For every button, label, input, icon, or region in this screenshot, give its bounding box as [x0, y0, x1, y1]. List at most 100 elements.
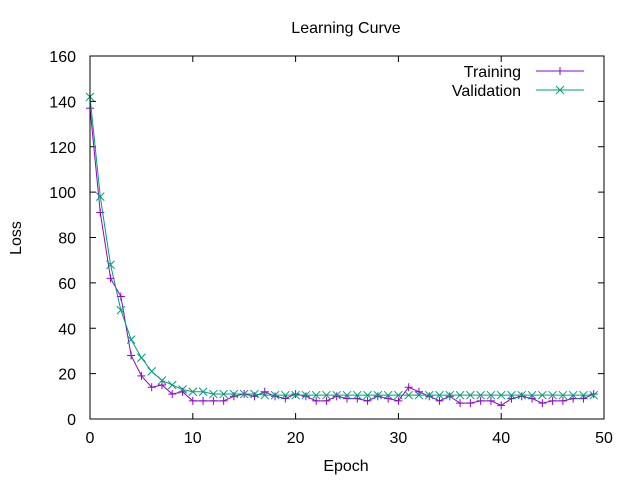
data-point [260, 390, 270, 400]
data-point [404, 390, 414, 400]
data-point [157, 376, 167, 385]
data-point [456, 399, 465, 408]
series-layer [85, 92, 599, 410]
y-tick-label: 40 [58, 321, 76, 338]
data-point [425, 392, 434, 401]
data-point [291, 390, 300, 400]
data-point [291, 390, 300, 399]
data-point [558, 396, 567, 405]
data-point [281, 394, 290, 403]
data-point [384, 394, 393, 403]
data-point [548, 390, 557, 400]
data-point [311, 390, 321, 400]
data-point [95, 192, 105, 202]
data-point [301, 390, 311, 400]
data-point [435, 390, 444, 400]
data-point [445, 392, 454, 401]
data-point [147, 383, 156, 392]
x-axis-label: Epoch [323, 458, 368, 475]
data-point [312, 396, 321, 405]
data-point [127, 351, 136, 360]
data-point [528, 394, 537, 403]
data-point [589, 390, 598, 399]
y-tick-label: 20 [58, 367, 76, 384]
data-point [538, 399, 547, 408]
legend-entry-validation: Validation [452, 83, 584, 100]
data-point [322, 390, 331, 400]
y-tick-label: 160 [49, 49, 76, 66]
y-tick-label: 80 [58, 231, 76, 248]
data-point [137, 353, 146, 363]
data-point [435, 396, 444, 405]
series-line [89, 96, 594, 396]
y-tick-label: 60 [58, 276, 76, 293]
data-point [517, 390, 527, 400]
data-point [250, 389, 259, 399]
y-tick-label: 0 [67, 412, 76, 429]
y-axis-label: Loss [8, 221, 25, 255]
data-point [198, 387, 208, 397]
y-tick-label: 120 [49, 140, 76, 157]
plot-area-frame [89, 55, 605, 420]
data-point [373, 390, 383, 400]
legend: Training Validation [452, 64, 584, 100]
data-point [301, 392, 310, 401]
data-point [414, 387, 423, 396]
series-validation [85, 92, 599, 400]
data-point [466, 399, 475, 408]
data-point [589, 390, 599, 400]
data-point [373, 392, 382, 401]
series-line [89, 108, 594, 406]
data-point [260, 387, 269, 396]
data-point [332, 390, 342, 400]
y-tick-label: 140 [49, 94, 76, 111]
data-point [167, 380, 177, 390]
data-point [414, 390, 424, 400]
data-point [394, 390, 403, 400]
data-point [188, 387, 198, 397]
data-point [496, 390, 506, 400]
data-point [404, 383, 413, 392]
data-point [507, 394, 516, 403]
data-point [280, 390, 290, 400]
data-point [579, 390, 588, 400]
data-point [486, 396, 495, 405]
data-point [527, 390, 537, 400]
data-point [126, 335, 136, 344]
data-point [229, 389, 239, 399]
y-tick-label: 100 [49, 185, 76, 202]
data-point [199, 396, 208, 405]
data-point [363, 390, 372, 400]
data-point [497, 401, 506, 410]
data-point [352, 390, 362, 400]
data-point [271, 392, 280, 401]
data-point [270, 390, 280, 400]
data-point [106, 260, 115, 270]
data-point [445, 390, 455, 400]
legend-label: Training [464, 64, 521, 81]
data-point [569, 394, 578, 403]
data-point [343, 394, 351, 403]
data-point [209, 396, 218, 405]
data-point [558, 390, 568, 400]
chart-title: Learning Curve [291, 20, 401, 37]
x-tick-label: 30 [390, 430, 408, 447]
data-point [424, 390, 434, 400]
data-point [353, 394, 362, 403]
data-point [568, 390, 578, 400]
x-tick-label: 10 [184, 430, 202, 447]
series-training [86, 104, 598, 410]
data-point [147, 367, 157, 376]
data-point [188, 396, 197, 405]
data-point [507, 390, 516, 400]
data-point [322, 396, 331, 405]
data-point [332, 392, 341, 401]
axis-ticks: 0 10 20 30 40 50 0 20 40 60 80 100 120 140 160 [49, 49, 613, 447]
data-point [178, 385, 187, 394]
data-point [476, 390, 485, 400]
legend-marker [556, 67, 564, 75]
data-point [394, 396, 403, 405]
data-point [116, 305, 126, 315]
